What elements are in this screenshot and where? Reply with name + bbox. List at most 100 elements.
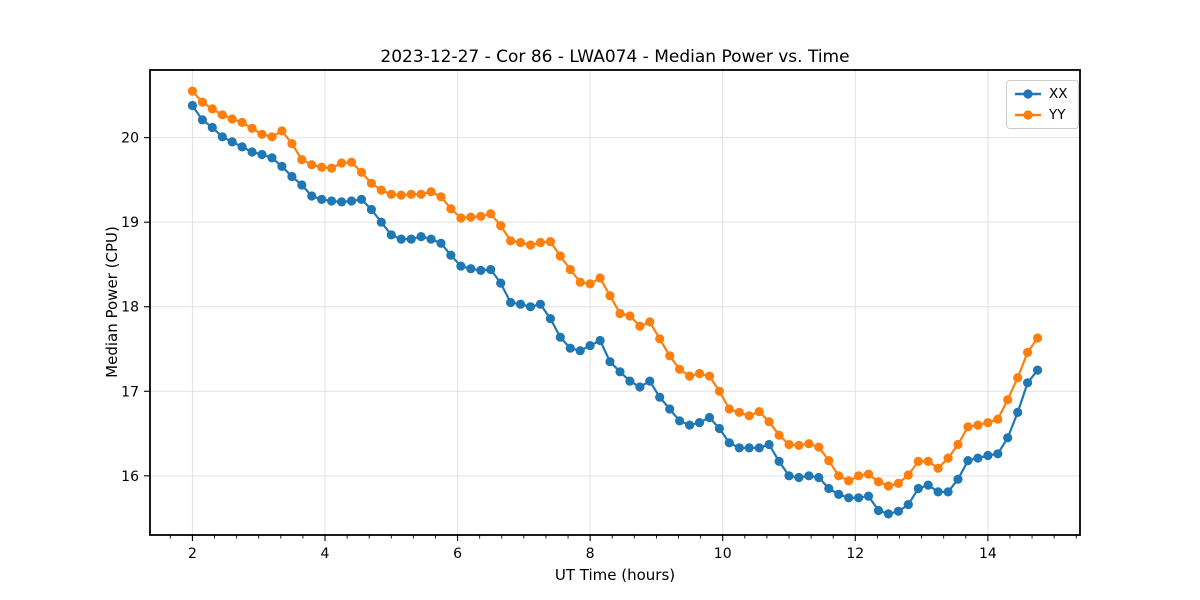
series-marker-yy: [337, 158, 347, 168]
series-marker-xx: [525, 302, 536, 312]
series-marker-yy: [903, 470, 913, 480]
series-marker-xx: [744, 443, 754, 453]
x-tick-label: 2: [188, 546, 197, 562]
series-marker-xx: [704, 412, 715, 423]
series-marker-xx: [396, 234, 406, 244]
series-marker-yy: [535, 237, 546, 248]
series-marker-xx: [346, 196, 357, 206]
series-marker-yy: [704, 371, 715, 381]
y-tick-label: 17: [121, 384, 139, 400]
x-tick-label: 12: [846, 546, 864, 562]
series-marker-yy: [963, 422, 973, 432]
series-marker-yy: [307, 160, 317, 170]
series-marker-xx: [575, 346, 585, 356]
series-marker-yy: [605, 291, 615, 301]
series-marker-xx: [376, 217, 386, 227]
series-marker-yy: [227, 114, 237, 124]
legend-label: YY: [1049, 107, 1066, 123]
series-marker-xx: [724, 438, 734, 448]
series-marker-yy: [824, 456, 834, 466]
series-marker-xx: [1023, 378, 1033, 388]
series-marker-xx: [665, 404, 675, 414]
series-marker-xx: [983, 450, 993, 461]
series-marker-xx: [307, 191, 317, 201]
series-marker-xx: [267, 153, 277, 163]
series-marker-xx: [317, 194, 327, 204]
series-marker-yy: [496, 221, 506, 231]
series-marker-yy: [545, 237, 556, 247]
series-marker-yy: [376, 185, 386, 195]
series-marker-xx: [1003, 433, 1013, 443]
series-marker-yy: [257, 129, 267, 139]
series-marker-yy: [645, 317, 655, 327]
x-tick-label: 10: [714, 546, 732, 562]
series-marker-yy: [525, 240, 536, 250]
series-marker-xx: [327, 196, 337, 206]
series-marker-yy: [794, 440, 804, 450]
series-marker-xx: [545, 314, 556, 324]
series-marker-xx: [923, 480, 933, 490]
series-marker-yy: [675, 364, 685, 374]
legend-line-marker-icon: [1015, 110, 1041, 120]
series-marker-yy: [207, 104, 217, 114]
series-marker-xx: [207, 122, 217, 133]
series-marker-yy: [456, 213, 466, 223]
series-marker-xx: [446, 250, 456, 260]
series-marker-xx: [237, 142, 247, 152]
series-marker-yy: [565, 264, 575, 275]
series-marker-yy: [1023, 347, 1033, 357]
series-marker-yy: [615, 308, 625, 319]
series-line-yy: [191, 90, 1039, 488]
series-marker-xx: [694, 418, 705, 428]
series-marker-yy: [923, 456, 933, 466]
series-marker-yy: [714, 386, 725, 396]
series-marker-yy: [486, 209, 496, 219]
series-marker-xx: [764, 439, 774, 450]
series-marker-yy: [426, 187, 436, 197]
series-marker-yy: [834, 471, 844, 481]
series-marker-yy: [873, 477, 884, 487]
series-marker-xx: [585, 341, 595, 351]
series-marker-yy: [635, 321, 645, 331]
series-marker-yy: [187, 86, 197, 96]
y-tick-label: 16: [121, 469, 139, 485]
series-marker-yy: [933, 463, 943, 473]
x-tick-label: 8: [586, 546, 595, 562]
series-marker-xx: [675, 416, 685, 426]
series-marker-xx: [506, 297, 516, 308]
series-marker-xx: [257, 149, 267, 160]
series-marker-yy: [913, 456, 923, 466]
series-marker-xx: [685, 420, 695, 430]
series-marker-xx: [734, 443, 744, 453]
series-marker-yy: [446, 204, 456, 214]
series-marker-xx: [834, 489, 844, 499]
series-marker-yy: [595, 273, 605, 283]
series-marker-xx: [555, 332, 565, 342]
series-marker-yy: [983, 418, 993, 428]
series-marker-xx: [227, 137, 237, 147]
series-marker-xx: [595, 335, 605, 346]
x-axis-label: UT Time (hours): [554, 566, 676, 584]
series-marker-xx: [993, 449, 1003, 459]
series-marker-xx: [416, 232, 426, 242]
series-marker-yy: [247, 123, 257, 133]
series-marker-xx: [794, 472, 804, 483]
legend-line-marker-icon: [1015, 89, 1041, 99]
y-tick-label: 18: [121, 300, 139, 316]
legend-item-xx: XX: [1014, 86, 1072, 102]
series-marker-yy: [575, 277, 585, 287]
series-marker-yy: [396, 190, 406, 200]
series-marker-yy: [555, 251, 565, 261]
y-tick-label: 20: [121, 131, 139, 147]
series-marker-yy: [665, 351, 675, 361]
x-tick-label: 6: [453, 546, 462, 562]
series-marker-xx: [824, 483, 834, 494]
series-marker-xx: [943, 487, 953, 497]
series-marker-yy: [844, 476, 854, 486]
series-marker-yy: [973, 420, 983, 430]
legend: XX YY: [1006, 80, 1079, 129]
series-marker-yy: [476, 211, 486, 221]
series-marker-xx: [854, 493, 864, 503]
